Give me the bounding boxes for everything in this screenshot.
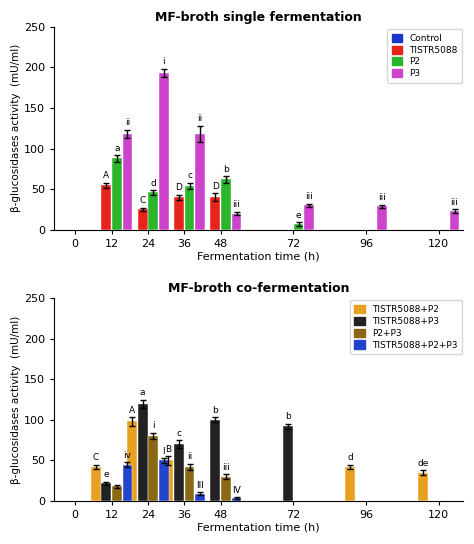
- Bar: [345, 467, 355, 501]
- Text: b: b: [285, 412, 291, 422]
- Text: iii: iii: [233, 201, 240, 209]
- Bar: [123, 134, 132, 230]
- Bar: [112, 158, 122, 230]
- Bar: [294, 224, 303, 230]
- Bar: [101, 185, 111, 230]
- Bar: [174, 197, 184, 230]
- Legend: TISTR5088+P2, TISTR5088+P3, P2+P3, TISTR5088+P2+P3: TISTR5088+P2, TISTR5088+P3, P2+P3, TISTR…: [350, 300, 463, 354]
- Text: C: C: [139, 196, 146, 206]
- Bar: [210, 420, 220, 501]
- Text: ii: ii: [198, 114, 203, 123]
- Bar: [221, 180, 231, 230]
- Text: A: A: [103, 171, 109, 180]
- Bar: [123, 465, 132, 501]
- Text: c: c: [187, 171, 192, 180]
- Bar: [101, 483, 111, 501]
- X-axis label: Fermentation time (h): Fermentation time (h): [197, 251, 320, 262]
- Bar: [450, 211, 459, 230]
- Bar: [185, 467, 194, 501]
- Bar: [127, 422, 137, 501]
- Title: MF-broth single fermentation: MF-broth single fermentation: [155, 11, 362, 24]
- Text: iii: iii: [378, 193, 386, 202]
- Bar: [185, 186, 194, 230]
- Text: d: d: [347, 453, 353, 462]
- Text: I: I: [163, 447, 165, 455]
- X-axis label: Fermentation time (h): Fermentation time (h): [197, 523, 320, 533]
- Bar: [418, 473, 428, 501]
- Text: D: D: [212, 182, 219, 191]
- Bar: [159, 73, 169, 230]
- Bar: [195, 134, 205, 230]
- Text: de: de: [417, 459, 428, 468]
- Text: i: i: [163, 58, 165, 66]
- Bar: [377, 206, 387, 230]
- Text: d: d: [150, 178, 156, 188]
- Bar: [283, 426, 293, 501]
- Text: ii: ii: [187, 452, 192, 461]
- Text: a: a: [140, 388, 146, 397]
- Y-axis label: β-glucosidases activity  (mU/ml): β-glucosidases activity (mU/ml): [11, 316, 21, 484]
- Text: a: a: [114, 144, 119, 153]
- Text: b: b: [212, 406, 218, 415]
- Text: e: e: [296, 211, 301, 220]
- Bar: [148, 193, 158, 230]
- Bar: [195, 494, 205, 501]
- Text: III: III: [196, 481, 204, 490]
- Bar: [174, 444, 184, 501]
- Text: iii: iii: [305, 193, 313, 201]
- Bar: [232, 498, 241, 501]
- Bar: [138, 209, 147, 230]
- Text: A: A: [129, 406, 135, 415]
- Y-axis label: β-glucosidases activity  (mU/ml): β-glucosidases activity (mU/ml): [11, 44, 21, 212]
- Title: MF-broth co-fermentation: MF-broth co-fermentation: [168, 282, 349, 295]
- Text: i: i: [152, 422, 155, 430]
- Text: IV: IV: [232, 486, 241, 494]
- Bar: [91, 467, 100, 501]
- Text: D: D: [175, 183, 182, 193]
- Bar: [112, 486, 122, 501]
- Bar: [232, 214, 241, 230]
- Bar: [148, 436, 158, 501]
- Bar: [210, 197, 220, 230]
- Text: ii: ii: [125, 119, 130, 127]
- Bar: [138, 404, 147, 501]
- Bar: [304, 206, 314, 230]
- Bar: [159, 460, 169, 501]
- Text: B: B: [165, 445, 172, 454]
- Text: iii: iii: [451, 198, 458, 207]
- Bar: [164, 460, 173, 501]
- Bar: [221, 477, 231, 501]
- Text: e: e: [103, 470, 109, 479]
- Text: C: C: [92, 453, 99, 462]
- Text: iii: iii: [222, 463, 230, 472]
- Text: b: b: [223, 165, 229, 174]
- Text: iv: iv: [124, 450, 131, 460]
- Legend: Control, TISTR5088, P2, P3: Control, TISTR5088, P2, P3: [387, 29, 463, 83]
- Text: c: c: [176, 429, 182, 438]
